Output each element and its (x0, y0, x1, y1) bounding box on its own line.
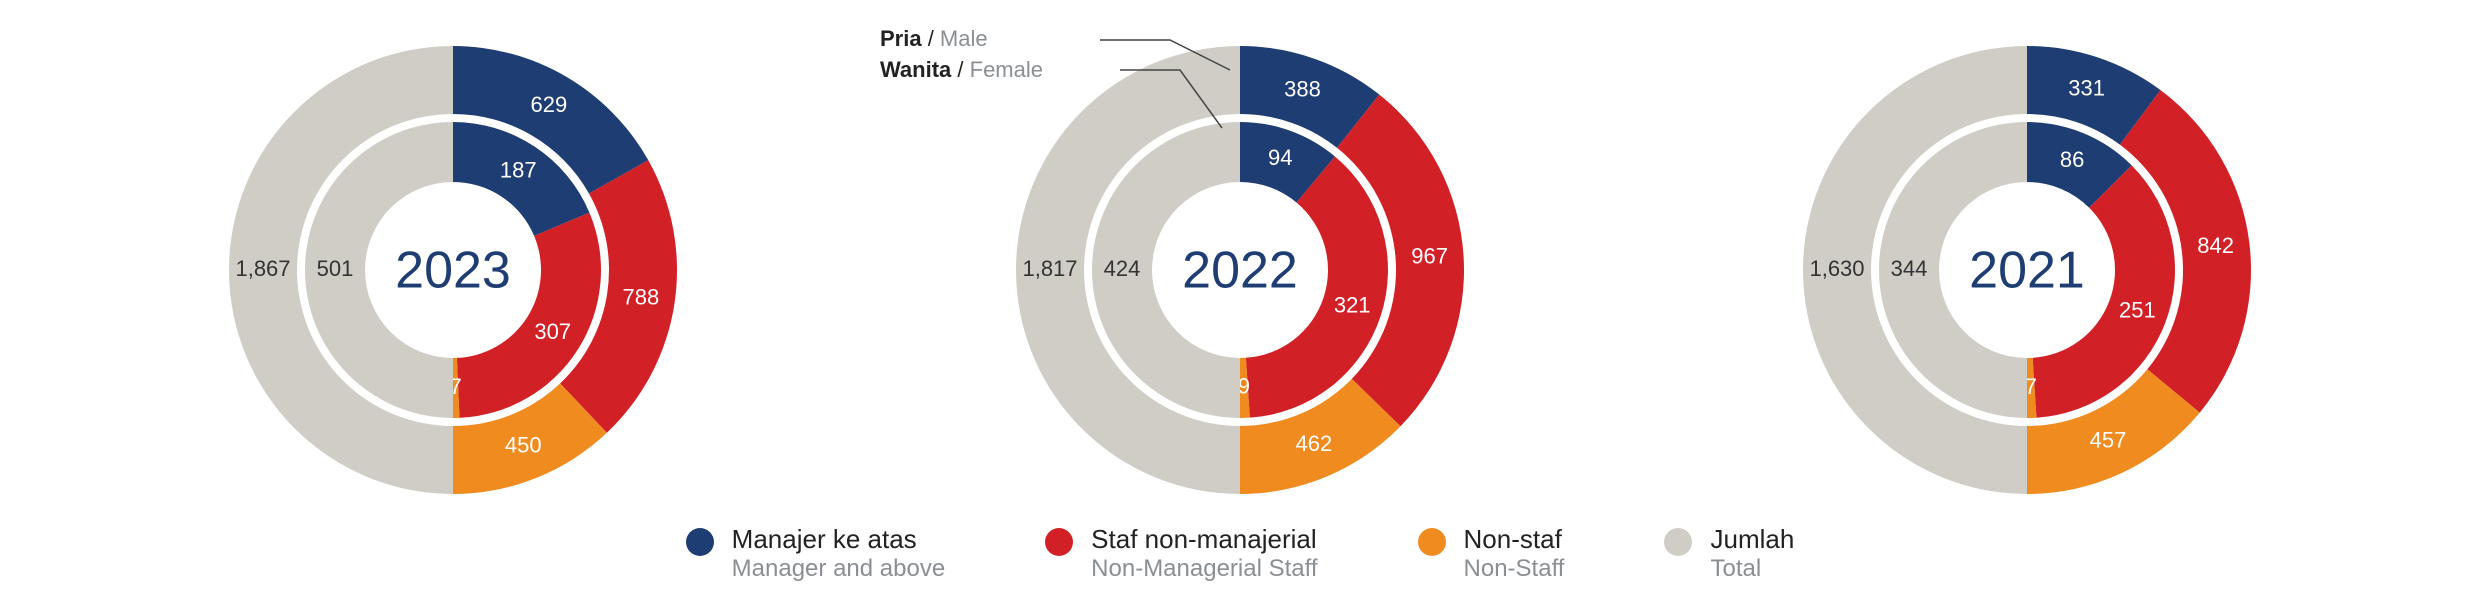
value-female-staff: 307 (535, 319, 572, 344)
legend-dot-total (1664, 528, 1692, 556)
value-female-total: 344 (1890, 256, 1927, 281)
legend: Manajer ke atasManager and above Staf non… (60, 520, 2420, 592)
value-female-total: 501 (317, 256, 354, 281)
legend-total: JumlahTotal (1664, 524, 1794, 584)
legend-dot-nonstaff (1418, 528, 1446, 556)
donut-2021: 3318424571,6308625173442021 (1787, 30, 2267, 510)
figure: 6297884501,867187307750120233889674621,8… (0, 0, 2480, 602)
value-male-total: 1,630 (1809, 256, 1864, 281)
legend-text-manager: Manajer ke atasManager and above (732, 524, 946, 584)
legend-nonstaff: Non-stafNon-Staff (1418, 524, 1565, 584)
value-male-staff: 788 (623, 284, 660, 309)
value-male-manager: 629 (531, 92, 568, 117)
chart-2022: 3889674621,8179432194242022Pria / MaleWa… (970, 30, 1510, 510)
chart-2021: 3318424571,6308625173442021 (1757, 30, 2297, 510)
value-male-nonstaff: 457 (2089, 428, 2126, 453)
value-male-staff: 842 (2197, 233, 2234, 258)
chart-2023: 6297884501,86718730775012023 (183, 30, 723, 510)
legend-staff: Staf non-manajerialNon-Managerial Staff (1045, 524, 1317, 584)
value-male-nonstaff: 450 (505, 432, 542, 457)
year-label: 2023 (395, 242, 511, 300)
legend-text-total: JumlahTotal (1710, 524, 1794, 584)
charts-row: 6297884501,867187307750120233889674621,8… (60, 20, 2420, 520)
value-female-manager: 187 (500, 158, 537, 183)
value-male-total: 1,867 (236, 256, 291, 281)
value-female-staff: 251 (2119, 297, 2156, 322)
year-label: 2021 (1969, 242, 2085, 300)
legend-text-staff: Staf non-manajerialNon-Managerial Staff (1091, 524, 1317, 584)
value-male-manager: 331 (2068, 75, 2105, 100)
legend-dot-manager (686, 528, 714, 556)
value-female-manager: 86 (2060, 147, 2084, 172)
legend-text-nonstaff: Non-stafNon-Staff (1464, 524, 1565, 584)
donut-2023: 6297884501,86718730775012023 (213, 30, 693, 510)
legend-manager: Manajer ke atasManager and above (686, 524, 946, 584)
legend-dot-staff (1045, 528, 1073, 556)
callout-lines (970, 30, 1510, 510)
